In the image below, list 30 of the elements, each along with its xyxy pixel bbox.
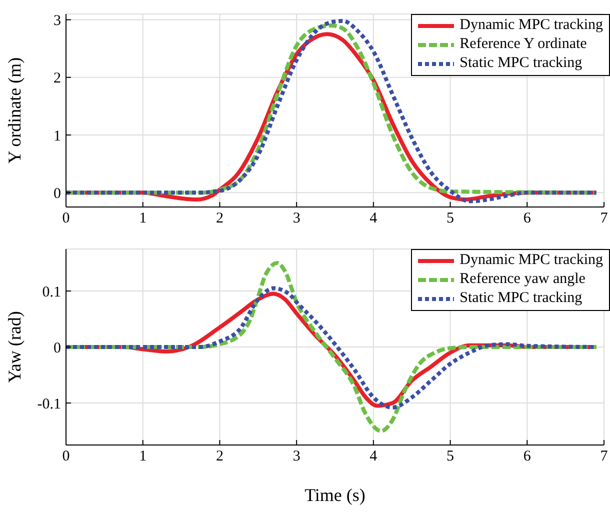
x-axis-title: Time (s) bbox=[304, 485, 366, 505]
x-tick-label: 3 bbox=[292, 448, 300, 465]
y-tick-label: 1 bbox=[54, 128, 61, 144]
legend-label: Static MPC tracking bbox=[460, 55, 582, 72]
y-axis-title: Yaw (rad) bbox=[4, 311, 24, 383]
legend-label: Static MPC tracking bbox=[460, 290, 582, 307]
x-tick-label: 1 bbox=[139, 448, 147, 465]
x-tick-label: 2 bbox=[216, 210, 224, 227]
x-tick-label: 5 bbox=[446, 210, 454, 227]
x-tick-label: 2 bbox=[216, 448, 224, 465]
legend-label: Dynamic MPC tracking bbox=[460, 17, 603, 34]
y-tick-label: 0.1 bbox=[42, 284, 61, 300]
legend-label: Reference yaw angle bbox=[460, 271, 586, 288]
x-tick-label: 6 bbox=[523, 210, 532, 227]
y-axis-title: Y ordinate (m) bbox=[4, 57, 24, 164]
x-tick-label: 4 bbox=[370, 448, 378, 465]
legend-label: Dynamic MPC tracking bbox=[460, 252, 603, 269]
y-tick-label: 2 bbox=[54, 70, 61, 87]
x-tick-label: 6 bbox=[523, 448, 532, 465]
x-tick-label: 1 bbox=[139, 210, 147, 227]
y-tick-label: 0 bbox=[54, 186, 61, 202]
x-tick-label: 7 bbox=[600, 210, 608, 227]
y-tick-label: 3 bbox=[54, 13, 61, 30]
x-tick-label: 3 bbox=[292, 210, 300, 227]
x-tick-label: 7 bbox=[600, 448, 608, 465]
y-tick-label: -0.1 bbox=[37, 396, 61, 412]
y-tick-label: 0 bbox=[54, 340, 61, 356]
x-tick-label: 4 bbox=[370, 210, 378, 227]
x-tick-label: 5 bbox=[446, 448, 454, 465]
legend-label: Reference Y ordinate bbox=[460, 36, 587, 53]
